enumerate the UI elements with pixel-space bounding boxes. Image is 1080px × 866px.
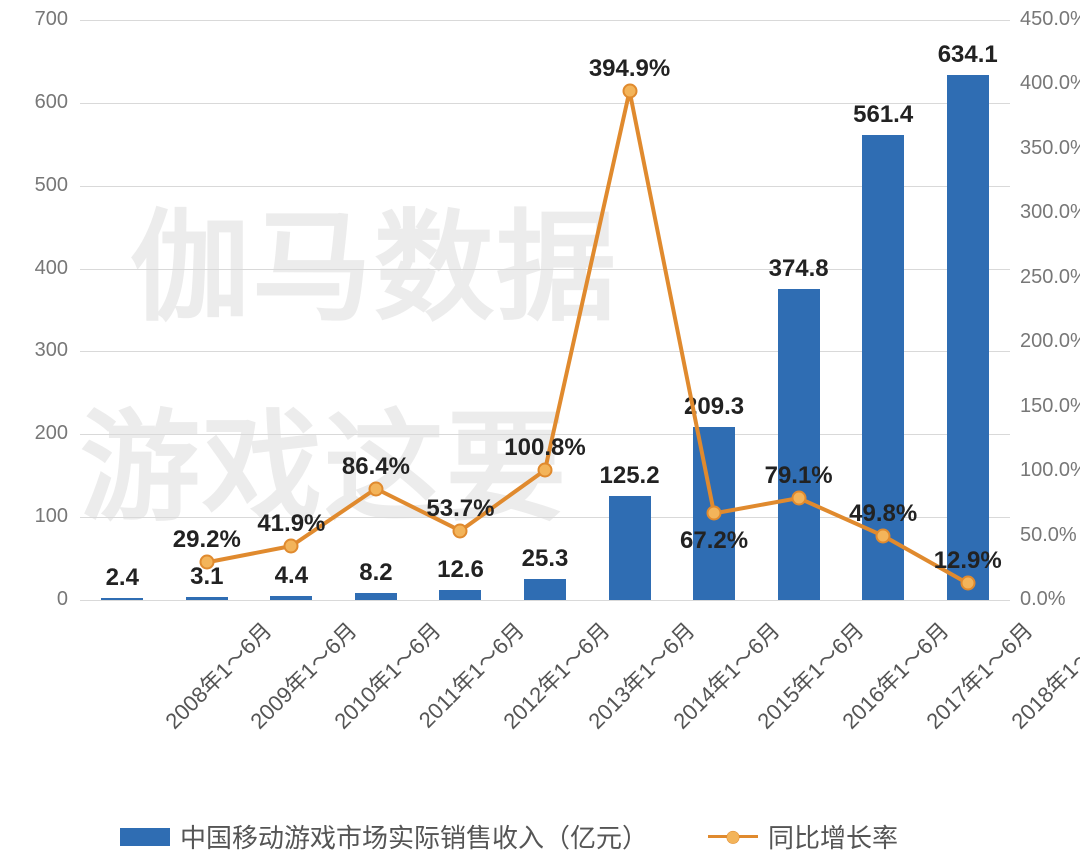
legend-swatch-bar	[120, 828, 170, 846]
y-left-tick: 600	[0, 91, 68, 114]
y-left-tick: 200	[0, 422, 68, 445]
line-marker	[960, 576, 975, 591]
y-right-tick: 0.0%	[1020, 588, 1066, 611]
y-left-tick: 300	[0, 339, 68, 362]
legend-label-line: 同比增长率	[768, 818, 898, 855]
y-right-tick: 350.0%	[1020, 137, 1080, 160]
line-value-label: 12.9%	[934, 547, 1002, 575]
line-marker	[876, 528, 891, 543]
plot-area: 2.43.14.48.212.625.3125.2209.3374.8561.4…	[80, 20, 1010, 600]
line-value-label: 41.9%	[257, 510, 325, 538]
y-right-tick: 250.0%	[1020, 266, 1080, 289]
line-value-label: 394.9%	[589, 55, 670, 83]
y-left-tick: 0	[0, 588, 68, 611]
line-value-label: 49.8%	[849, 500, 917, 528]
y-left-tick: 700	[0, 8, 68, 31]
y-right-tick: 100.0%	[1020, 459, 1080, 482]
legend: 中国移动游戏市场实际销售收入（亿元） 同比增长率	[120, 818, 898, 855]
line-value-label: 67.2%	[680, 527, 748, 555]
y-right-tick: 150.0%	[1020, 395, 1080, 418]
legend-item-line: 同比增长率	[708, 818, 898, 855]
combo-chart: 伽马数据 游戏这要 2.43.14.48.212.625.3125.2209.3…	[0, 0, 1080, 866]
y-right-tick: 200.0%	[1020, 330, 1080, 353]
y-left-tick: 400	[0, 257, 68, 280]
y-left-tick: 100	[0, 505, 68, 528]
line-value-label: 86.4%	[342, 453, 410, 481]
line-marker	[538, 463, 553, 478]
legend-label-bars: 中国移动游戏市场实际销售收入（亿元）	[180, 818, 648, 855]
legend-item-bars: 中国移动游戏市场实际销售收入（亿元）	[120, 818, 648, 855]
y-right-tick: 450.0%	[1020, 8, 1080, 31]
y-right-tick: 50.0%	[1020, 524, 1077, 547]
grid-line	[80, 600, 1010, 601]
line-value-label: 79.1%	[765, 462, 833, 490]
line-marker	[707, 506, 722, 521]
line-marker	[453, 523, 468, 538]
legend-swatch-line	[708, 835, 758, 838]
line-marker	[791, 491, 806, 506]
line-value-label: 29.2%	[173, 526, 241, 554]
line-marker	[368, 481, 383, 496]
y-right-tick: 400.0%	[1020, 72, 1080, 95]
line-marker	[284, 538, 299, 553]
line-marker	[622, 84, 637, 99]
y-left-tick: 500	[0, 174, 68, 197]
line-value-label: 53.7%	[426, 495, 494, 523]
y-right-tick: 300.0%	[1020, 201, 1080, 224]
line-value-label: 100.8%	[504, 434, 585, 462]
line-marker	[199, 555, 214, 570]
